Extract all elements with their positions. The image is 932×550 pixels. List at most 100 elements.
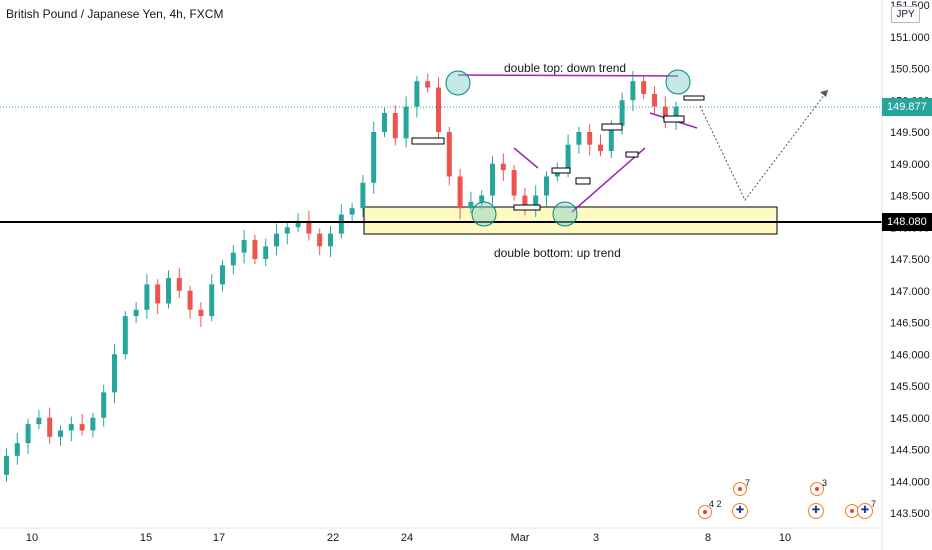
support-price-tag: 148.080 [882,213,932,231]
price-range-box[interactable] [625,151,639,158]
candle-body[interactable] [587,132,593,145]
top-circle-2[interactable] [665,69,691,95]
y-tick-label: 144.000 [890,476,930,488]
double-bottom-label: double bottom: up trend [494,246,621,260]
candle-body[interactable] [274,233,279,247]
candle-body[interactable] [533,195,539,209]
candle-body[interactable] [47,417,53,437]
y-tick-label: 147.000 [890,286,930,298]
candle-body[interactable] [608,125,614,152]
candle-body[interactable] [457,176,463,209]
y-tick-label: 148.500 [890,191,930,203]
candle-body[interactable] [176,278,182,291]
candle-body[interactable] [306,220,312,234]
price-range-box[interactable] [663,115,685,123]
candle-body[interactable] [90,417,96,431]
uk-flag-icon[interactable]: ✚ [732,503,748,519]
uk-flag-icon[interactable]: ✚ [857,503,873,519]
candle-body[interactable] [241,239,247,253]
x-tick-label: 10 [26,532,38,544]
event-count: 7 [871,499,877,509]
candle-body[interactable] [662,106,668,120]
candle-body[interactable] [490,163,495,196]
bottom-circle-1[interactable] [471,201,497,227]
candle-body[interactable] [209,284,215,317]
candle-body[interactable] [317,233,323,247]
candle-body[interactable] [263,246,269,259]
double-top-line[interactable] [457,74,679,77]
candle-body[interactable] [360,182,366,209]
candle-body[interactable] [166,278,171,304]
candle-body[interactable] [220,265,225,285]
candle-body[interactable] [187,290,193,310]
candle-body[interactable] [382,112,387,132]
candle-body[interactable] [522,195,528,209]
currency-selector[interactable]: JPY [891,6,920,23]
trendline-up[interactable] [571,147,646,213]
candle-body[interactable] [349,208,355,215]
candle-body[interactable] [122,316,128,355]
candle-body[interactable] [14,443,20,456]
economic-event-icon[interactable] [733,482,747,496]
candle-body[interactable] [101,392,107,418]
candle-body[interactable] [468,201,474,209]
candle-body[interactable] [500,163,506,171]
candle-body[interactable] [155,284,161,304]
candle-body[interactable] [392,112,398,139]
y-tick-label: 145.000 [890,413,930,425]
candle-body[interactable] [25,424,31,444]
candle-body[interactable] [36,417,42,425]
double-top-label: double top: down trend [504,61,627,75]
candle-body[interactable] [198,309,204,317]
x-tick-label: 10 [779,532,791,544]
candle-body[interactable] [565,144,571,171]
uk-flag-icon[interactable]: ✚ [808,503,824,519]
price-range-box[interactable] [551,167,571,174]
price-range-box[interactable] [411,137,445,145]
economic-event-icon[interactable] [698,505,712,519]
candle-body[interactable] [619,100,625,126]
support-zone[interactable] [363,206,778,235]
candle-body[interactable] [479,195,485,202]
price-range-box[interactable] [601,123,623,131]
candle-body[interactable] [284,227,290,234]
candle-body[interactable] [436,87,441,132]
candle-body[interactable] [68,424,74,431]
price-range-box[interactable] [575,177,591,185]
trendline-small-1[interactable] [513,147,539,169]
candle-body[interactable] [338,214,344,234]
candle-body[interactable] [598,144,603,152]
candle-body[interactable] [641,81,647,94]
y-tick-label: 149.000 [890,159,930,171]
economic-event-icon[interactable] [810,482,824,496]
candle-body[interactable] [544,176,549,196]
y-tick-label: 146.500 [890,318,930,330]
candle-body[interactable] [511,170,517,196]
bottom-circle-2[interactable] [552,201,578,227]
candle-body[interactable] [252,239,258,259]
price-range-box[interactable] [683,95,705,101]
event-count: 3 [822,478,828,488]
candle-body[interactable] [414,81,420,107]
candle-body[interactable] [403,106,409,139]
candle-body[interactable] [371,132,377,183]
candle-body[interactable] [328,233,333,247]
price-range-box[interactable] [513,204,541,211]
candle-body[interactable] [79,424,85,431]
candle-body[interactable] [446,132,452,177]
candle-body[interactable] [230,252,236,266]
candle-body[interactable] [630,81,636,101]
candle-body[interactable] [112,354,117,393]
candle-body[interactable] [58,430,63,437]
candle-body[interactable] [673,106,679,120]
candle-body[interactable] [133,309,139,317]
top-circle-1[interactable] [445,70,471,96]
candle-body[interactable] [144,284,150,310]
candle-body[interactable] [576,132,582,145]
projection-path[interactable] [699,89,829,201]
candle-body[interactable] [652,93,657,107]
candle-body[interactable] [425,81,431,88]
candle-body[interactable] [295,220,301,228]
candle-body[interactable] [4,455,9,475]
